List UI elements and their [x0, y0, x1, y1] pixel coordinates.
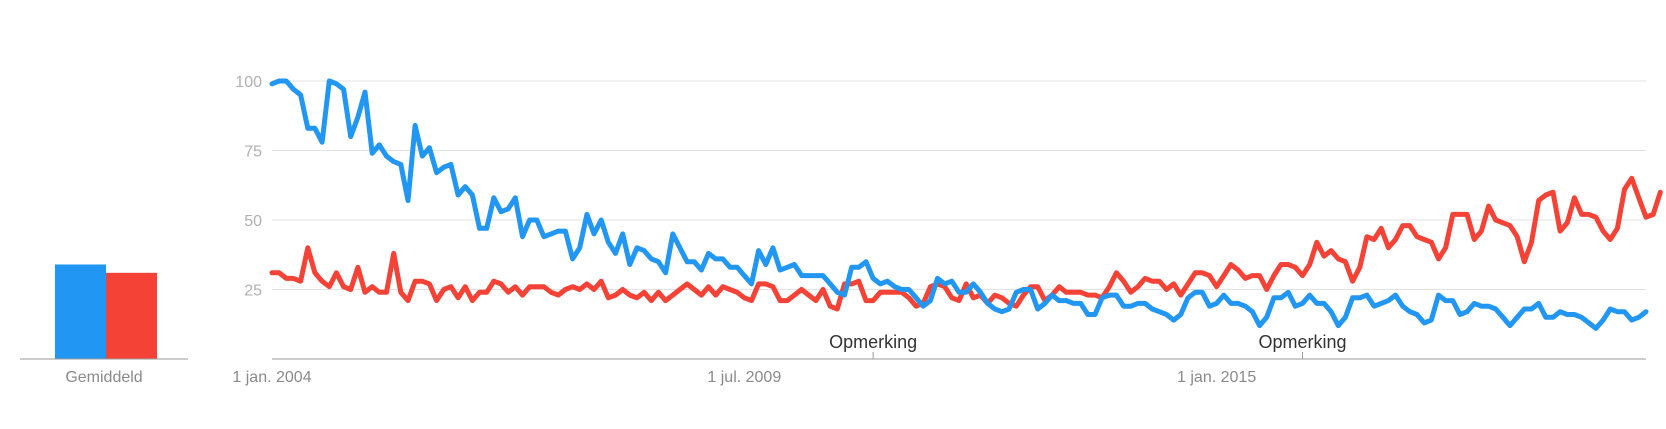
annotation-label[interactable]: Opmerking: [1258, 332, 1346, 352]
average-bar-1[interactable]: [55, 264, 106, 359]
y-tick-label: 50: [244, 213, 262, 230]
y-tick-label: 75: [244, 144, 262, 161]
annotation-label[interactable]: Opmerking: [829, 332, 917, 352]
x-tick-label: 1 jan. 2004: [232, 369, 311, 386]
x-tick-label: 1 jan. 2015: [1177, 369, 1256, 386]
y-axis-ticks: 100 75 50 25: [235, 74, 262, 300]
series-line-2[interactable]: [269, 175, 1663, 312]
y-tick-label: 100: [235, 74, 262, 91]
average-label: Gemiddeld: [65, 369, 142, 386]
x-axis-ticks: 1 jan. 2004 1 jul. 2009 1 jan. 2015: [232, 369, 1256, 386]
average-bar-chart: Gemiddeld: [20, 264, 188, 386]
y-tick-label: 25: [244, 283, 262, 300]
x-tick-label: 1 jul. 2009: [707, 369, 781, 386]
annotations: Opmerking Opmerking: [829, 332, 1347, 359]
average-bar-2[interactable]: [106, 272, 157, 359]
series-line-1[interactable]: [269, 78, 1649, 331]
series-lines: [269, 78, 1663, 331]
